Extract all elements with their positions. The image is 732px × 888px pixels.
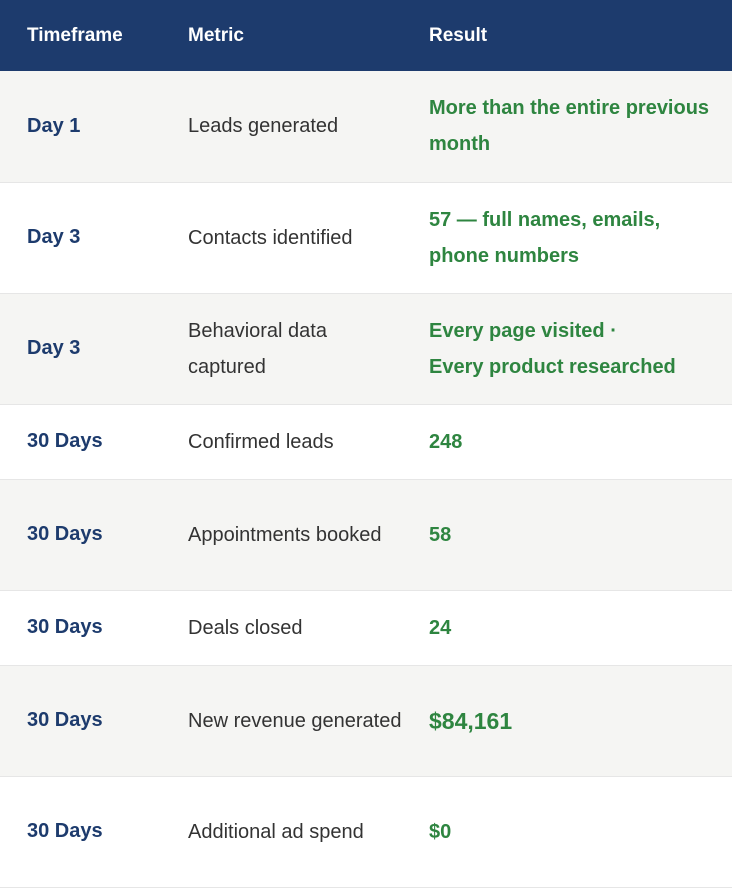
result-cell: Every page visited · Every product resea… — [429, 293, 732, 404]
table-row: 30 Days Confirmed leads 248 — [0, 404, 732, 479]
metric-cell: Leads generated — [188, 115, 339, 138]
result-cell: More than the entire previous month — [429, 97, 710, 156]
timeframe-cell: 30 Days — [27, 523, 103, 545]
table-header: Timeframe Metric Result — [0, 0, 732, 71]
metric-cell: Confirmed leads — [188, 430, 334, 453]
timeframe-cell: Day 1 — [27, 114, 81, 137]
timeframe-cell: 30 Days — [27, 430, 103, 452]
metric-cell: Behavioral data captured — [188, 319, 327, 378]
table-row: 30 Days New revenue generated $84,161 — [0, 665, 732, 776]
metric-cell: Appointments booked — [188, 523, 382, 546]
result-line: Every product researched — [429, 355, 676, 378]
header-result: Result — [429, 24, 488, 46]
result-cell: 248 — [429, 430, 463, 453]
result-cell: 58 — [429, 523, 452, 546]
metric-cell: Contacts identified — [188, 226, 353, 249]
timeframe-cell: Day 3 — [27, 337, 81, 359]
result-cell: $84,161 — [429, 707, 513, 734]
result-line: Every page visited · — [429, 319, 617, 342]
result-cell: $0 — [429, 820, 452, 843]
table-body: Day 1 Leads generated More than the enti… — [0, 71, 732, 887]
timeframe-cell: 30 Days — [27, 820, 103, 842]
table-row: Day 3 Contacts identified 57 — full name… — [0, 182, 732, 293]
timeframe-cell: 30 Days — [27, 709, 103, 731]
table-row: Day 1 Leads generated More than the enti… — [0, 71, 732, 182]
result-cell: 57 — full names, emails, phone numbers — [429, 208, 661, 267]
metric-cell: New revenue generated — [188, 709, 402, 732]
metric-cell: Additional ad spend — [188, 820, 364, 843]
table-row: 30 Days Deals closed 24 — [0, 590, 732, 665]
table-row: 30 Days Additional ad spend $0 — [0, 776, 732, 887]
metric-cell: Deals closed — [188, 616, 303, 639]
header-row: Timeframe Metric Result — [0, 0, 732, 71]
table-row: Day 3 Behavioral data captured Every pag… — [0, 293, 732, 404]
table-row: 30 Days Appointments booked 58 — [0, 479, 732, 590]
result-cell: 24 — [429, 616, 452, 639]
header-timeframe: Timeframe — [27, 24, 123, 46]
header-metric: Metric — [188, 24, 244, 46]
timeframe-cell: 30 Days — [27, 616, 103, 638]
timeframe-cell: Day 3 — [27, 226, 81, 248]
